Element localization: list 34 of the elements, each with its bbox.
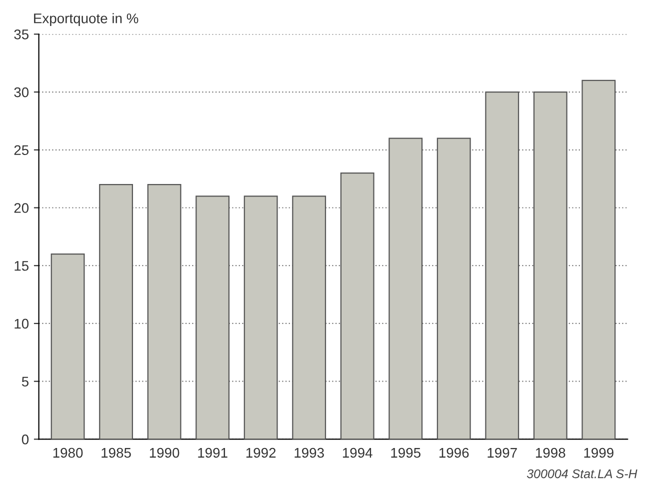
x-tick-label: 1999 — [584, 448, 614, 458]
x-tick-label: 1992 — [246, 448, 276, 458]
bar — [388, 138, 423, 440]
x-tick-label: 1995 — [391, 448, 420, 458]
y-tick-label: 35 — [14, 29, 29, 40]
x-tick-label: 1997 — [488, 448, 517, 458]
bar — [340, 172, 374, 440]
y-tick-label: 25 — [14, 145, 29, 156]
x-tick-label: 1980 — [53, 448, 83, 458]
y-axis-title: Exportquote in % — [34, 13, 138, 26]
text: 300004 Stat.LA S-H — [526, 469, 638, 478]
x-tick-label: 1993 — [294, 448, 324, 458]
bar — [147, 184, 182, 440]
bar — [533, 91, 568, 440]
x-tick-label: 1985 — [102, 448, 131, 458]
y-tick-label: 20 — [14, 203, 29, 213]
x-tick-label: 1991 — [198, 448, 228, 458]
y-tick-label: 5 — [22, 376, 29, 387]
y-tick-label: 10 — [14, 318, 29, 329]
x-tick-label: 1994 — [342, 448, 372, 458]
bar — [99, 184, 133, 440]
y-tick-label: 30 — [14, 87, 29, 98]
bar — [244, 196, 278, 440]
x-tick-label: 1996 — [439, 448, 469, 458]
bar — [436, 138, 471, 440]
bar — [582, 80, 616, 440]
x-tick-label: 1990 — [150, 448, 180, 458]
bar — [485, 91, 520, 440]
y-tick-label: 15 — [14, 261, 29, 271]
bar — [196, 196, 230, 440]
bar — [50, 253, 85, 440]
y-tick-label: 0 — [22, 434, 29, 444]
x-tick-label: 1998 — [536, 448, 566, 458]
bar — [292, 196, 326, 440]
